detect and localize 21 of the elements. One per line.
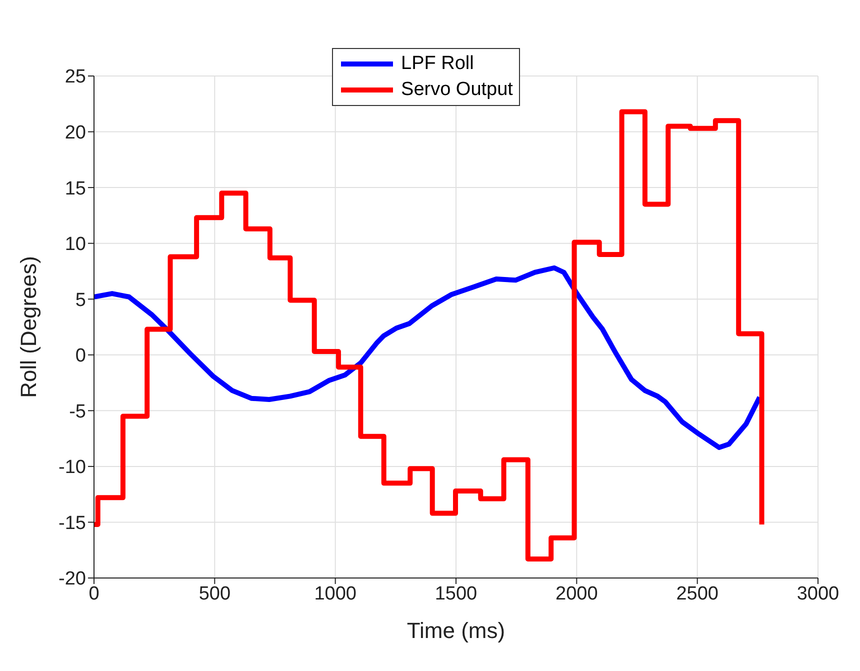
y-tick-label: 20: [64, 122, 86, 144]
y-tick-label: -15: [58, 512, 86, 534]
x-axis-title: Time (ms): [406, 618, 506, 643]
x-tick-label: 1500: [434, 583, 478, 604]
y-tick-label: -10: [58, 457, 86, 478]
x-tick-label: 0: [88, 583, 100, 604]
legend-label: Servo Output: [401, 79, 513, 101]
x-tick-label: 2500: [676, 583, 718, 604]
x-tick-label: 500: [198, 583, 231, 604]
x-tick-label: 3000: [796, 583, 840, 604]
y-tick-label: 0: [75, 346, 86, 367]
x-tick-label: 1000: [314, 583, 356, 604]
y-tick-label: 10: [64, 234, 86, 256]
y-tick-label: -20: [58, 568, 86, 590]
y-tick-label: 5: [75, 290, 86, 311]
y-tick-label: 15: [64, 178, 86, 200]
y-tick-label: 25: [64, 66, 86, 88]
legend-label: LPF Roll: [401, 53, 474, 75]
y-axis-title: Roll (Degrees): [16, 256, 41, 398]
x-tick-label: 2000: [556, 583, 598, 604]
y-tick-label: -5: [69, 401, 86, 422]
